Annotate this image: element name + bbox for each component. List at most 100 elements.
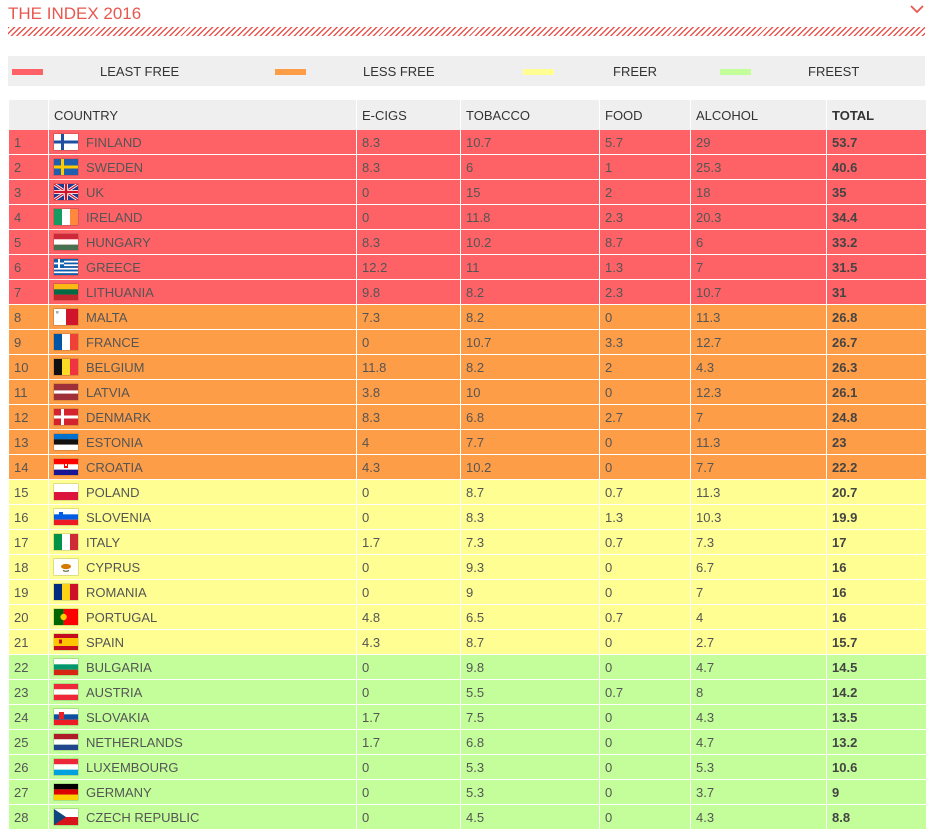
belgium-flag-icon [54, 359, 78, 375]
hatched-divider [8, 27, 925, 36]
e-cigs-cell: 12.2 [356, 254, 461, 280]
country-name: ITALY [86, 534, 121, 550]
total-cell: 22.2 [826, 454, 926, 480]
country-name: CYPRUS [86, 559, 141, 575]
alcohol-cell: 2.7 [690, 629, 827, 655]
table-row: 8 MALTA 7.3 8.2 0 11.3 26.8 [8, 304, 926, 330]
e-cigs-cell: 0 [356, 479, 461, 505]
alcohol-cell: 12.7 [690, 329, 827, 355]
country-name: LITHUANIA [86, 284, 154, 300]
alcohol-cell: 6.7 [690, 554, 827, 580]
alcohol-cell: 4.3 [690, 704, 827, 730]
legend-swatch-freer [523, 69, 554, 75]
estonia-flag-icon [54, 434, 78, 450]
legend-label-freer: FREER [613, 64, 658, 79]
e-cigs-cell: 0 [356, 329, 461, 355]
chevron-down-icon[interactable] [909, 2, 925, 16]
legend-swatch-least-free [12, 69, 43, 75]
alcohol-cell: 20.3 [690, 204, 827, 230]
uk-flag-icon [53, 182, 79, 202]
table-row: 10 BELGIUM 11.8 8.2 2 4.3 26.3 [8, 354, 926, 380]
latvia-flag-icon [54, 384, 78, 400]
table-row: 6 GREECE 12.2 11 1.3 7 31.5 [8, 254, 926, 280]
food-cell: 2 [599, 354, 691, 380]
country-cell: SLOVAKIA [48, 704, 357, 730]
rank-cell: 8 [8, 304, 49, 330]
food-cell: 0 [599, 379, 691, 405]
country-cell: AUSTRIA [48, 679, 357, 705]
legend-label-freest: FREEST [808, 64, 860, 79]
e-cigs-cell: 7.3 [356, 304, 461, 330]
rank-cell: 3 [8, 179, 49, 205]
rank-cell: 18 [8, 554, 49, 580]
e-cigs-cell: 8.3 [356, 404, 461, 430]
tobacco-cell: 7.3 [460, 529, 600, 555]
food-cell: 0 [599, 754, 691, 780]
total-cell: 10.6 [826, 754, 926, 780]
total-cell: 20.7 [826, 479, 926, 505]
e-cigs-cell: 3.8 [356, 379, 461, 405]
alcohol-cell: 7 [690, 579, 827, 605]
table-row: 24 SLOVAKIA 1.7 7.5 0 4.3 13.5 [8, 704, 926, 730]
alcohol-cell: 11.3 [690, 479, 827, 505]
total-cell: 8.8 [826, 804, 926, 830]
table-row: 2 SWEDEN 8.3 6 1 25.3 40.6 [8, 154, 926, 180]
total-cell: 33.2 [826, 229, 926, 255]
e-cigs-cell: 1.7 [356, 529, 461, 555]
country-cell: SWEDEN [48, 154, 357, 180]
total-cell: 34.4 [826, 204, 926, 230]
country-cell: LITHUANIA [48, 279, 357, 305]
luxembourg-flag-icon [54, 759, 78, 775]
food-cell: 8.7 [599, 229, 691, 255]
country-name: SPAIN [86, 634, 125, 650]
austria-flag-icon [54, 684, 78, 700]
country-cell: PORTUGAL [48, 604, 357, 630]
e-cigs-cell: 0 [356, 504, 461, 530]
alcohol-cell: 5.3 [690, 754, 827, 780]
table-row: 19 ROMANIA 0 9 0 7 16 [8, 579, 926, 605]
table-row: 26 LUXEMBOURG 0 5.3 0 5.3 10.6 [8, 754, 926, 780]
country-name: BULGARIA [86, 659, 152, 675]
tobacco-cell: 8.7 [460, 629, 600, 655]
alcohol-cell: 4.7 [690, 654, 827, 680]
netherlands-flag-icon [54, 734, 78, 750]
food-cell: 0.7 [599, 529, 691, 555]
tobacco-cell: 6.5 [460, 604, 600, 630]
alcohol-cell: 7.3 [690, 529, 827, 555]
tobacco-cell: 5.3 [460, 779, 600, 805]
tobacco-cell: 10.2 [460, 454, 600, 480]
country-cell: LATVIA [48, 379, 357, 405]
alcohol-cell: 8 [690, 679, 827, 705]
table-row: 14 CROATIA 4.3 10.2 0 7.7 22.2 [8, 454, 926, 480]
food-cell: 2.7 [599, 404, 691, 430]
country-name: MALTA [86, 309, 128, 325]
country-cell: POLAND [48, 479, 357, 505]
alcohol-cell: 6 [690, 229, 827, 255]
rank-cell: 5 [8, 229, 49, 255]
food-cell: 3.3 [599, 329, 691, 355]
e-cigs-cell: 0 [356, 654, 461, 680]
total-cell: 13.5 [826, 704, 926, 730]
table-row: 5 HUNGARY 8.3 10.2 8.7 6 33.2 [8, 229, 926, 255]
total-cell: 23 [826, 429, 926, 455]
table-row: 25 NETHERLANDS 1.7 6.8 0 4.7 13.2 [8, 729, 926, 755]
greece-flag-icon [54, 259, 78, 276]
country-name: PORTUGAL [86, 609, 158, 625]
poland-flag-icon [54, 484, 78, 500]
e-cigs-cell: 1.7 [356, 729, 461, 755]
country-cell: FINLAND [48, 130, 357, 155]
country-cell: MALTA [48, 304, 357, 330]
total-cell: 26.8 [826, 304, 926, 330]
e-cigs-cell: 0 [356, 554, 461, 580]
country-cell: GERMANY [48, 779, 357, 805]
e-cigs-cell: 4.3 [356, 629, 461, 655]
tobacco-cell: 11.8 [460, 204, 600, 230]
country-cell: CROATIA [48, 454, 357, 480]
rank-cell: 6 [8, 254, 49, 280]
tobacco-cell: 9.3 [460, 554, 600, 580]
rank-cell: 23 [8, 679, 49, 705]
country-cell: GREECE [48, 254, 357, 280]
slovenia-flag-icon [54, 509, 78, 525]
tobacco-cell: 10.7 [460, 329, 600, 355]
food-cell: 0.7 [599, 604, 691, 630]
